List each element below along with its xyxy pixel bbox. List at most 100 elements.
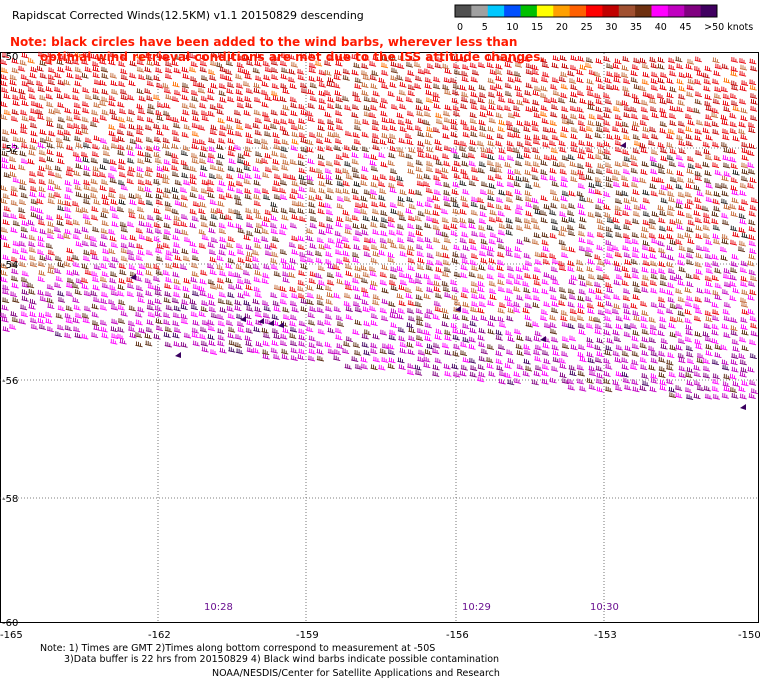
wind-barb xyxy=(108,248,116,255)
wind-barb xyxy=(621,371,629,378)
wind-barb xyxy=(236,321,245,327)
wind-barb xyxy=(675,218,683,225)
wind-barb xyxy=(453,271,461,278)
wind-barb xyxy=(576,90,585,97)
wind-barb xyxy=(351,188,359,195)
wind-barb xyxy=(468,218,476,224)
wind-barb xyxy=(291,235,299,242)
wind-barb xyxy=(441,231,449,238)
wind-barb xyxy=(208,137,216,144)
wind-barb xyxy=(667,191,675,197)
wind-barb xyxy=(560,132,568,138)
wind-barb xyxy=(117,136,125,142)
wind-barb xyxy=(705,281,713,288)
wind-barb xyxy=(453,343,461,350)
wind-barb xyxy=(282,271,290,278)
wind-barb xyxy=(137,306,145,313)
wind-barb xyxy=(462,201,470,208)
wind-barb xyxy=(748,226,756,232)
wind-barb xyxy=(207,88,215,94)
wind-barb xyxy=(461,96,469,103)
wind-barb xyxy=(291,249,299,255)
legend-swatch xyxy=(553,5,571,17)
wind-barb xyxy=(677,176,685,183)
wind-barb xyxy=(46,233,55,240)
wind-barb xyxy=(570,133,578,140)
wind-barb xyxy=(37,86,45,93)
wind-barb xyxy=(576,191,584,197)
wind-barb xyxy=(271,314,279,320)
wind-barb xyxy=(379,237,387,244)
wind-barb xyxy=(398,284,406,291)
wind-barb xyxy=(225,214,233,221)
wind-barb xyxy=(550,266,558,273)
wind-barb xyxy=(370,320,378,327)
wind-barb xyxy=(289,96,297,103)
wind-barb xyxy=(687,163,695,170)
wind-barb xyxy=(363,96,371,103)
wind-barb xyxy=(623,198,631,204)
wind-barb xyxy=(621,364,629,370)
wind-barb xyxy=(712,198,720,205)
wind-barb xyxy=(479,131,487,138)
wind-barb xyxy=(30,122,38,129)
wind-barb xyxy=(442,286,450,293)
wind-barb xyxy=(28,234,36,241)
wind-barb xyxy=(261,158,269,164)
wind-barb xyxy=(498,119,506,126)
wind-barb xyxy=(424,83,432,90)
wind-barb xyxy=(424,201,432,208)
wind-barb xyxy=(417,152,425,158)
wind-barb xyxy=(540,169,548,176)
wind-barb xyxy=(316,132,324,138)
wind-barb xyxy=(567,323,575,329)
wind-barb xyxy=(136,129,144,136)
wind-barb xyxy=(28,178,37,184)
wind-barb xyxy=(432,348,440,354)
wind-barb xyxy=(414,215,422,222)
wind-barb xyxy=(39,60,47,67)
wind-barb xyxy=(678,85,686,92)
wind-barb xyxy=(648,364,656,371)
wind-barb xyxy=(685,324,693,331)
wind-barb xyxy=(146,95,154,102)
wind-barb xyxy=(119,193,127,200)
wind-barb xyxy=(406,342,414,348)
wind-barb xyxy=(559,211,567,218)
wind-barb xyxy=(162,137,170,144)
wind-barb xyxy=(47,170,56,177)
wind-barb xyxy=(12,220,20,227)
wind-barb xyxy=(81,226,89,233)
wind-barb xyxy=(489,209,497,216)
wind-barb xyxy=(741,289,749,296)
wind-barb xyxy=(127,157,135,164)
wind-barb xyxy=(425,97,433,104)
wind-barb xyxy=(569,308,577,315)
wind-barb xyxy=(633,98,641,104)
wind-barb xyxy=(720,183,728,189)
wind-barb xyxy=(504,62,512,68)
wind-barb xyxy=(441,173,449,180)
legend-swatch xyxy=(586,5,603,17)
wind-barb xyxy=(497,126,505,133)
wind-barb xyxy=(576,69,584,76)
wind-barb xyxy=(120,242,128,249)
wind-barb xyxy=(306,228,314,234)
wind-barb xyxy=(479,232,487,238)
wind-barb xyxy=(469,139,477,146)
wind-barb xyxy=(55,137,64,144)
wind-barb xyxy=(334,69,342,76)
wind-barb xyxy=(80,151,89,158)
wind-barb xyxy=(498,189,506,196)
wind-barb xyxy=(218,291,226,298)
wind-barb xyxy=(110,143,119,149)
wind-barb xyxy=(660,112,668,119)
wind-barb xyxy=(344,130,353,137)
wind-barb xyxy=(118,164,126,171)
wind-barb xyxy=(110,290,118,297)
wind-barb xyxy=(217,117,225,124)
wind-barb xyxy=(423,68,431,75)
wind-barb xyxy=(180,304,188,311)
wind-barb xyxy=(658,261,666,268)
wind-barb xyxy=(505,190,513,197)
